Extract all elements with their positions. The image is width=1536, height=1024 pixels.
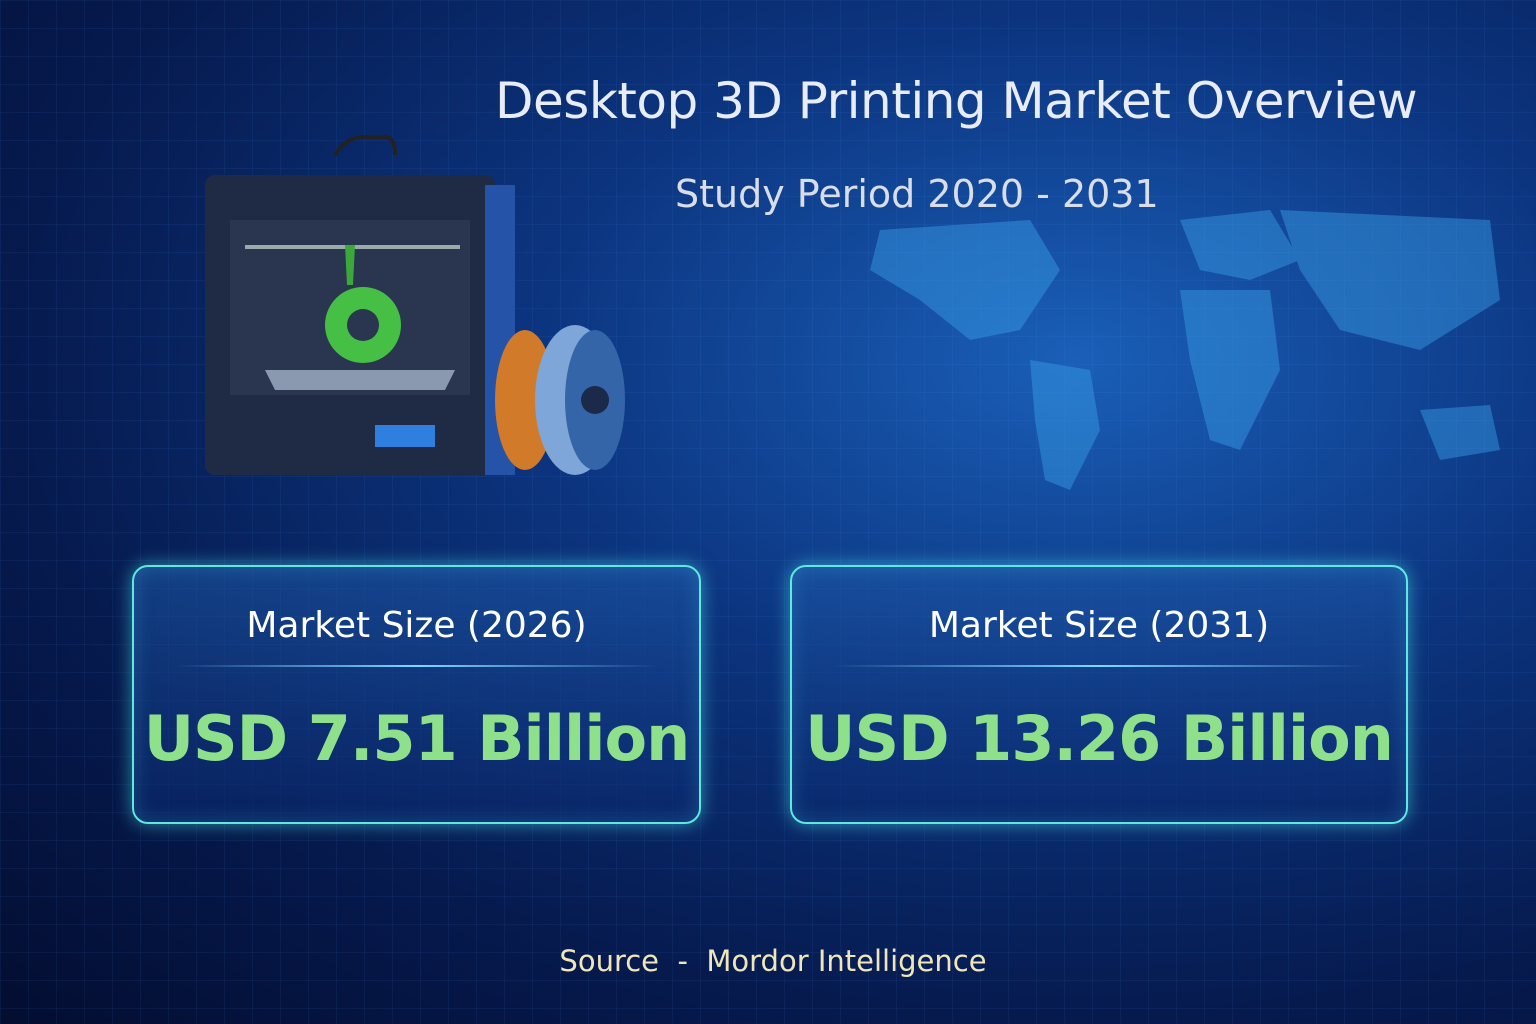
3d-printer-illustration — [205, 135, 625, 475]
divider — [832, 665, 1366, 667]
market-size-card-2026: Market Size (2026) USD 7.51 Billion — [132, 565, 701, 824]
page-title: Desktop 3D Printing Market Overview — [495, 72, 1418, 130]
market-size-card-2031: Market Size (2031) USD 13.26 Billion — [790, 565, 1408, 824]
card-value: USD 13.26 Billion — [805, 702, 1394, 775]
card-value: USD 7.51 Billion — [143, 702, 691, 775]
divider — [174, 665, 659, 667]
card-label: Market Size (2026) — [246, 605, 587, 646]
study-period: Study Period 2020 - 2031 — [675, 172, 1159, 216]
source-credit: Source - Mordor Intelligence — [559, 944, 987, 978]
world-map-graphic — [870, 210, 1500, 490]
filament-spool-icon — [495, 325, 625, 475]
card-label: Market Size (2031) — [928, 605, 1270, 646]
